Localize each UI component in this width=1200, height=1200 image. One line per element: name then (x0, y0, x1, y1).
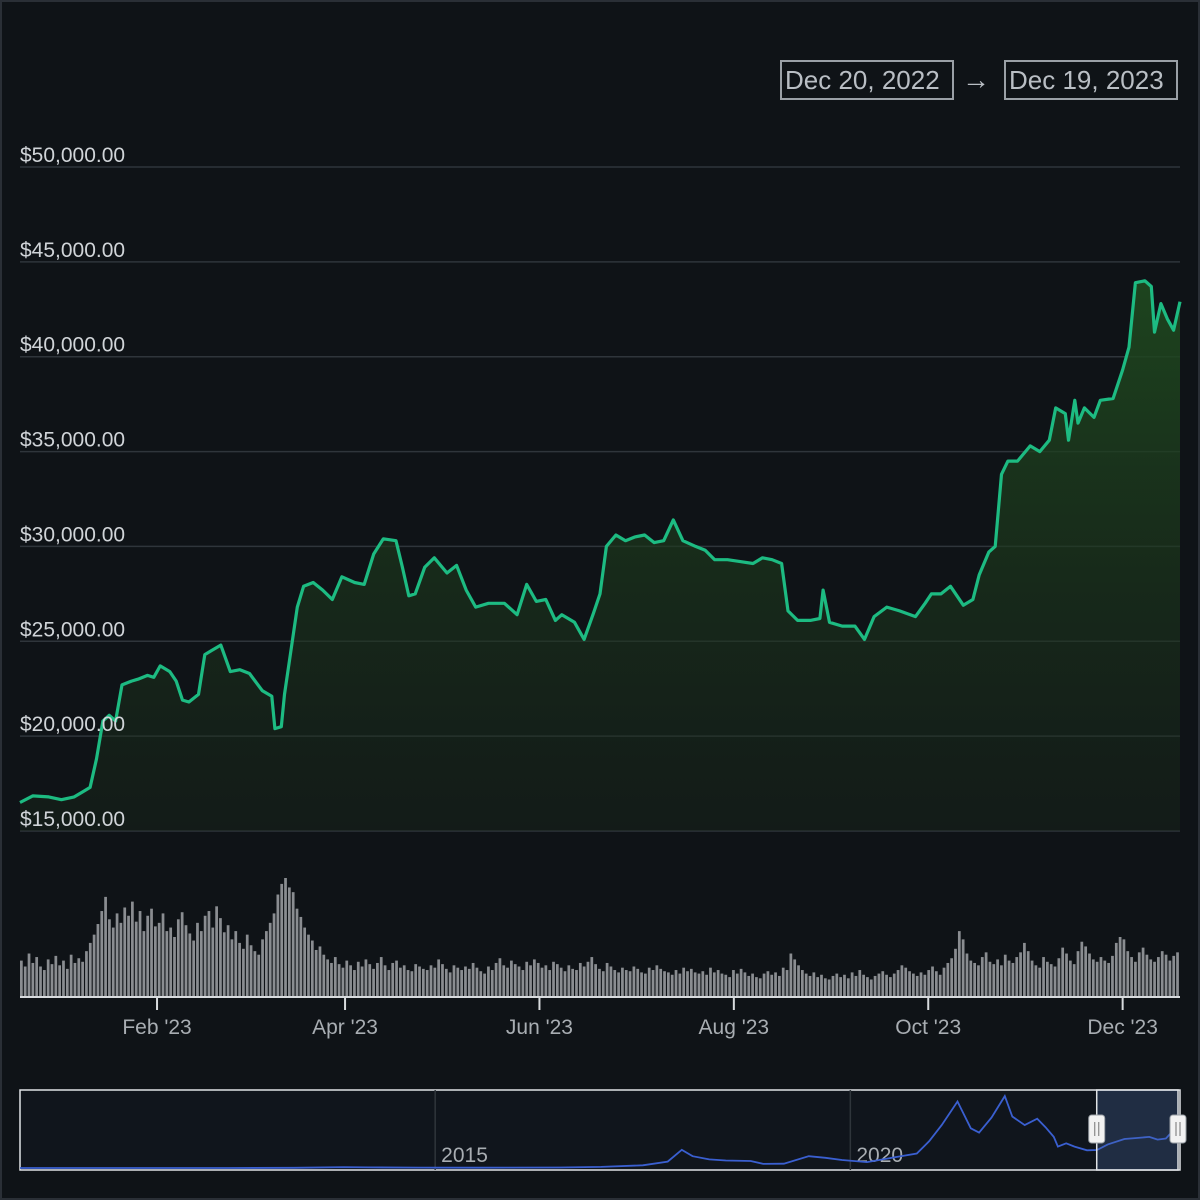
arrow-icon: → (962, 64, 990, 95)
start-date-input[interactable]: Dec 20, 2022 (780, 60, 954, 100)
end-date-input[interactable]: Dec 19, 2023 (1004, 60, 1178, 100)
